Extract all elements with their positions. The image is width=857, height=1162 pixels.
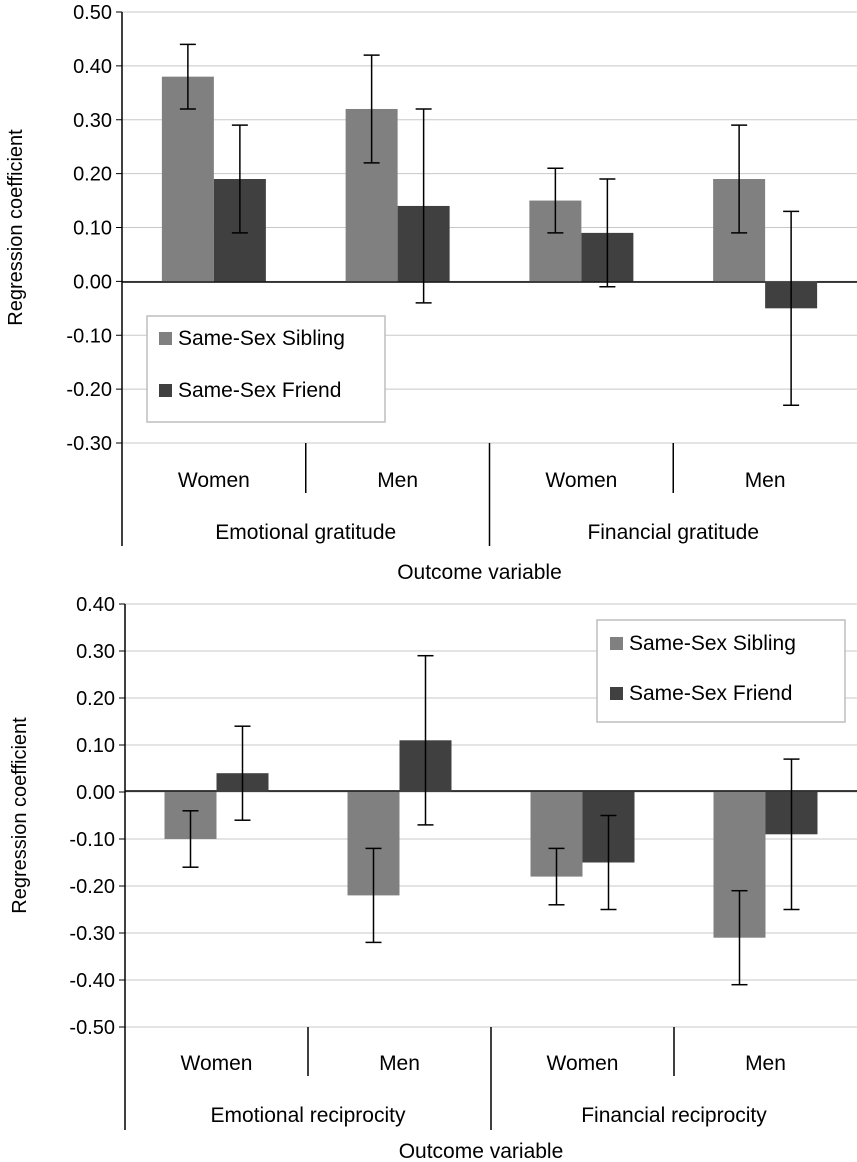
y-tick-label: 0.40 xyxy=(76,594,115,616)
x-group-label: Financial gratitude xyxy=(587,521,759,544)
y-tick-label: -0.30 xyxy=(69,923,115,945)
x-category-label: Men xyxy=(377,469,418,492)
legend-swatch xyxy=(159,384,172,397)
x-category-label: Women xyxy=(547,1052,619,1075)
legend-swatch xyxy=(610,637,623,650)
y-tick-label: 0.50 xyxy=(73,2,112,24)
y-tick-label: 0.00 xyxy=(73,271,112,293)
x-axis-title: Outcome variable xyxy=(399,1140,564,1162)
y-tick-label: -0.50 xyxy=(69,1017,115,1039)
x-category-label: Women xyxy=(181,1052,253,1075)
y-tick-label: 0.10 xyxy=(73,218,112,240)
x-category-label: Men xyxy=(745,1052,786,1075)
legend-swatch xyxy=(159,332,172,345)
legend-label: Same-Sex Friend xyxy=(178,379,341,402)
y-tick-label: 0.00 xyxy=(76,782,115,804)
y-tick-label: -0.10 xyxy=(69,829,115,851)
legend-label: Same-Sex Sibling xyxy=(178,327,345,350)
bar-sibling xyxy=(161,76,214,282)
y-tick-label: 0.40 xyxy=(73,56,112,78)
legend-swatch xyxy=(610,687,623,700)
y-tick-label: 0.20 xyxy=(73,164,112,186)
x-group-label: Emotional gratitude xyxy=(215,521,396,544)
x-group-label: Financial reciprocity xyxy=(581,1104,767,1127)
y-tick-label: 0.30 xyxy=(76,641,115,663)
y-tick-label: -0.20 xyxy=(69,876,115,898)
legend: Same-Sex Sibling Same-Sex Friend xyxy=(146,315,386,423)
x-category-label: Men xyxy=(745,469,786,492)
x-category-label: Women xyxy=(178,469,250,492)
y-tick-label: 0.10 xyxy=(76,735,115,757)
y-tick-label: -0.10 xyxy=(66,325,112,347)
x-category-label: Men xyxy=(379,1052,420,1075)
y-tick-label: 0.20 xyxy=(76,688,115,710)
y-tick-label: -0.20 xyxy=(66,379,112,401)
x-axis-title: Outcome variable xyxy=(397,561,562,584)
y-tick-label: -0.40 xyxy=(69,970,115,992)
legend: Same-Sex Sibling Same-Sex Friend xyxy=(596,619,846,723)
y-axis-title: Regression coefficient xyxy=(9,717,31,914)
y-tick-label: 0.30 xyxy=(73,110,112,132)
x-category-label: Women xyxy=(545,469,617,492)
y-axis-title: Regression coefficient xyxy=(5,129,27,326)
chart-2: 0.40 0.30 0.20 0.10 0.00 -0.10 -0.20 -0.30 -0.40… xyxy=(9,594,857,1162)
legend-label: Same-Sex Friend xyxy=(629,682,792,705)
y-tick-label: -0.30 xyxy=(66,433,112,455)
x-group-label: Emotional reciprocity xyxy=(211,1104,406,1127)
legend-label: Same-Sex Sibling xyxy=(629,632,796,655)
legend-box xyxy=(596,619,846,723)
chart-1: 0.50 0.40 0.30 0.20 0.10 0.00 -0.10 -0.20 -0.30 W… xyxy=(5,2,857,584)
legend-box xyxy=(146,315,386,423)
